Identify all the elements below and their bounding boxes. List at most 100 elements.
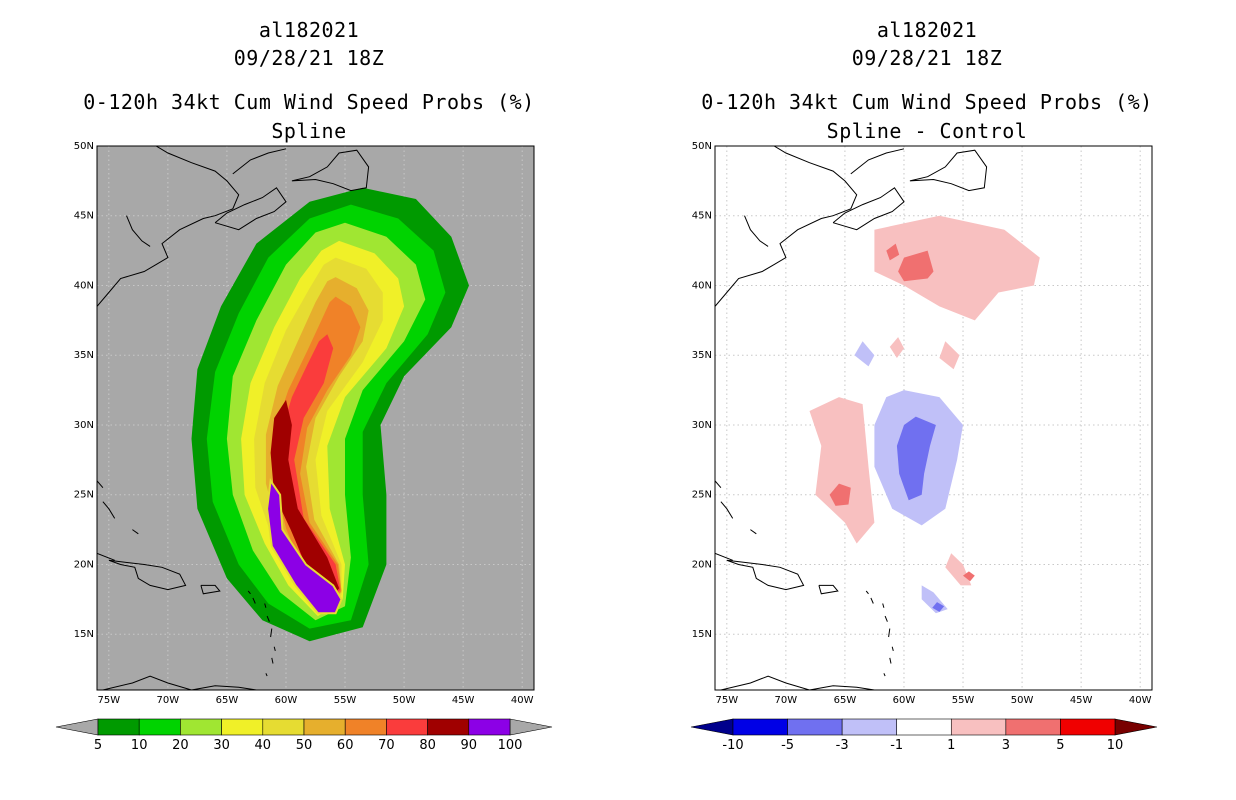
lat-tick-label: 30N: [692, 420, 712, 431]
coastline: [126, 215, 151, 247]
lat-tick-label: 30N: [74, 420, 94, 431]
colorbar-label: 40: [255, 738, 272, 753]
coastline: [271, 657, 274, 664]
colorbar-swatch: [1005, 718, 1061, 736]
colorbar-label: 1: [947, 738, 955, 753]
contour--3-13: [932, 602, 945, 612]
storm-id: al182021: [876, 18, 978, 42]
colorbar-label: 10: [1107, 738, 1124, 753]
coastline: [97, 480, 104, 489]
colorbar-label: 3: [1002, 738, 1010, 753]
contour-3-2: [886, 243, 900, 261]
contour-3-7: [829, 483, 851, 506]
chart-title: 0-120h 34kt Cum Wind Speed Probs (%): [701, 90, 1153, 114]
lat-tick-label: 40N: [692, 280, 712, 291]
storm-id: al182021: [258, 18, 360, 42]
colorbar-swatch: [841, 718, 898, 736]
coastline: [882, 603, 885, 608]
map-frame: [714, 145, 1153, 691]
colorbar-high-arrow: [1114, 718, 1158, 736]
coastline: [291, 149, 370, 192]
coastline: [97, 552, 115, 561]
coastline: [266, 615, 270, 622]
coastline: [247, 590, 251, 595]
contour-1-10: [945, 553, 972, 586]
colorbar-label: 60: [337, 738, 354, 753]
colorbar-swatch: [950, 718, 1007, 736]
colorbar-label: -5: [781, 738, 794, 753]
colorbar-swatch: [303, 718, 346, 736]
colorbar-swatch: [344, 718, 387, 736]
contour--3-9: [896, 416, 936, 501]
lon-tick-label: 70W: [157, 695, 180, 706]
coastline: [273, 646, 276, 652]
coastline: [252, 597, 256, 604]
coastline: [270, 628, 273, 638]
coastline: [850, 148, 905, 175]
lat-tick-label: 45N: [74, 211, 94, 222]
colorbar-swatch: [1060, 718, 1116, 736]
lon-tick-label: 55W: [334, 695, 357, 706]
coastline: [97, 146, 240, 307]
lon-tick-label: 70W: [775, 695, 798, 706]
coastline: [715, 146, 858, 307]
coastline: [720, 675, 875, 690]
colorbar-label: -3: [836, 738, 849, 753]
coastline: [200, 584, 221, 595]
colorbar-label: 100: [498, 738, 523, 753]
lon-tick-label: 65W: [216, 695, 239, 706]
coastline: [884, 615, 888, 622]
coastline: [909, 149, 988, 192]
colorbar-low-arrow: [55, 718, 99, 736]
coastline: [715, 480, 722, 489]
colorbar-swatch: [138, 718, 181, 736]
coastline: [865, 590, 869, 595]
coastline: [102, 501, 116, 519]
coastline: [744, 215, 769, 247]
core-outline: [266, 478, 343, 615]
coastline: [232, 148, 287, 175]
coastline: [891, 646, 894, 652]
colorbar-label: 50: [296, 738, 313, 753]
contour-layer: [97, 146, 534, 690]
coastline: [888, 628, 891, 638]
datetime: 09/28/21 18Z: [851, 46, 1003, 70]
colorbar: 5 10 20 30 40 50 60 70 80 90 100: [55, 718, 553, 753]
colorbar-swatch: [468, 718, 511, 736]
colorbar-label: 30: [213, 738, 230, 753]
coastline: [132, 529, 139, 535]
lon-tick-label: 75W: [715, 695, 738, 706]
map-frame: [96, 145, 535, 691]
lat-tick-label: 35N: [692, 350, 712, 361]
lat-tick-label: 50N: [692, 141, 712, 152]
lat-tick-label: 20N: [74, 559, 94, 570]
coastline: [870, 597, 874, 604]
colorbar-swatch: [180, 718, 222, 736]
contour-80-8: [270, 399, 340, 608]
coastline: [818, 584, 839, 595]
lat-tick-label: 45N: [692, 211, 712, 222]
lat-tick-label: 35N: [74, 350, 94, 361]
colorbar-low-arrow: [690, 718, 734, 736]
lon-tick-label: 75W: [97, 695, 120, 706]
coastline: [108, 559, 187, 591]
coastline: [889, 657, 892, 664]
contour-1-0: [874, 215, 1040, 321]
lat-tick-label: 15N: [692, 629, 712, 640]
chart-subtitle: Spline: [271, 119, 347, 143]
contour-3-11: [963, 571, 975, 582]
colorbar-swatch: [896, 718, 952, 736]
lat-tick-label: 25N: [74, 490, 94, 501]
coastline: [720, 501, 734, 519]
colorbar-label: -1: [890, 738, 903, 753]
coastline: [715, 552, 733, 561]
colorbar-swatch: [221, 718, 264, 736]
colorbar-label: 5: [1056, 738, 1064, 753]
colorbar-label: 70: [378, 738, 395, 753]
coastline: [832, 187, 905, 231]
contour-3-1: [898, 250, 934, 282]
colorbar-swatch: [262, 718, 305, 736]
right-chart-panel: al182021 09/28/21 18Z 0-120h 34kt Cum Wi…: [618, 0, 1236, 800]
coastline: [883, 673, 886, 677]
colorbar: -10 -5 -3 -1 1 3 5 10: [690, 718, 1158, 753]
